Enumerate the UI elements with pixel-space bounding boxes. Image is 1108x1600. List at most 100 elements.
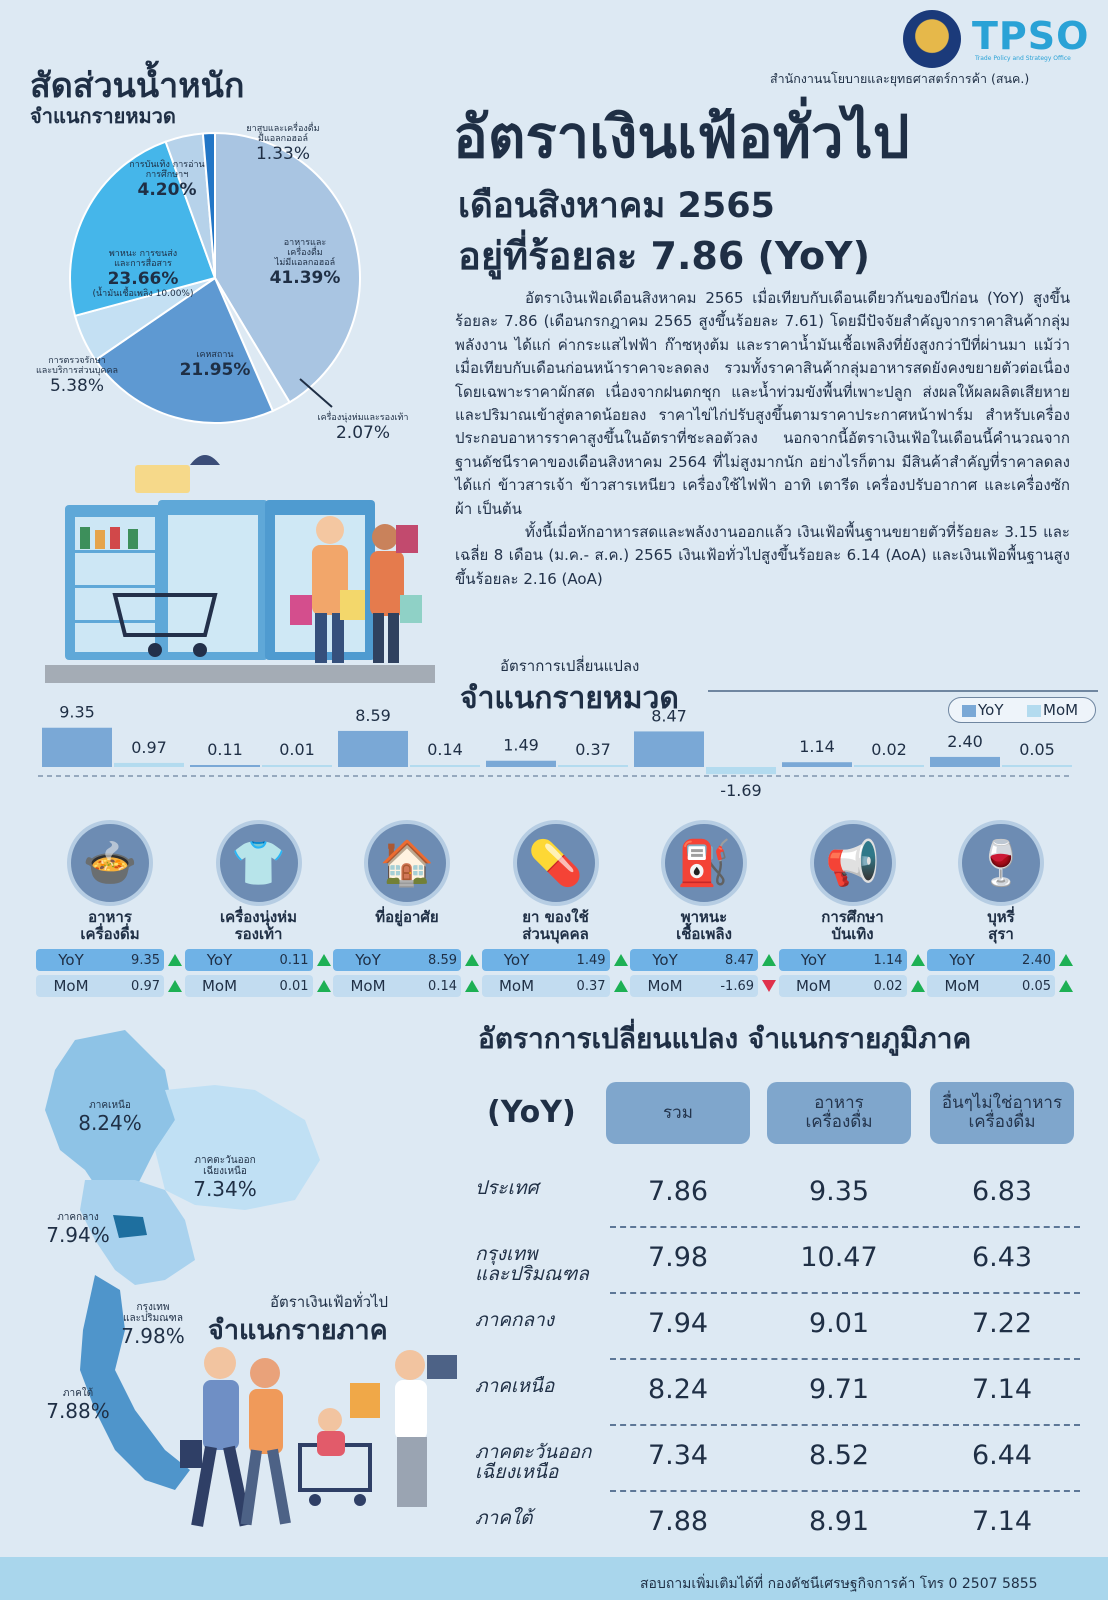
- bar-yoy: [190, 765, 260, 767]
- legend-yoy-swatch: [962, 705, 976, 717]
- row-divider: [610, 1490, 1080, 1492]
- category-label: อาหาร เครื่องดื่ม: [80, 908, 140, 943]
- up-arrow-icon: [168, 954, 182, 966]
- up-arrow-icon: [1059, 954, 1073, 966]
- category-icon: 🍲: [67, 820, 153, 906]
- cell-food: 10.47: [800, 1242, 878, 1273]
- bar-yoy-label: 8.47: [651, 706, 687, 725]
- bar-legend: YoY MoM: [948, 697, 1096, 723]
- bar-mom-label: 0.02: [871, 740, 907, 759]
- up-arrow-icon: [316, 980, 331, 992]
- table-row: ภาคใต้ 7.88 8.91 7.14: [460, 1492, 1080, 1558]
- bar-mom: [706, 767, 776, 775]
- cell-total: 7.34: [647, 1440, 709, 1471]
- category-change-bar-chart: 9.35 0.97 0.11 0.01 8.59 0.14 1.49 0.37 8.47 -1.6…: [38, 703, 1072, 800]
- up-arrow-icon: [613, 980, 628, 992]
- bar-yoy: [634, 731, 704, 767]
- bar-mom-label: 0.97: [131, 738, 167, 757]
- up-arrow-icon: [465, 980, 479, 992]
- bar-title-divider: [708, 690, 1098, 692]
- pie-label-housing: เคหสถาน 21.95%: [179, 350, 251, 380]
- pie-label-health: การตรวจรักษา และบริการส่วนบุคคล 5.38%: [35, 356, 118, 396]
- region-name: ภาคกลาง: [475, 1309, 554, 1331]
- yoy-pill: YoY 0.11: [184, 949, 333, 971]
- bar-chart-title: จำแนกรายหมวด: [460, 681, 679, 716]
- pie-slice: [94, 276, 275, 424]
- bar-yoy-label: 1.14: [799, 737, 835, 756]
- region-name: ภาคเหนือ: [475, 1375, 555, 1397]
- summary-paragraph-2: ทั้งนี้เมื่อหักอาหารสดและพลังงานออกแล้ว …: [455, 523, 1070, 588]
- cell-nonfood: 7.22: [971, 1308, 1033, 1339]
- tpso-logo: TPSO: [972, 14, 1090, 58]
- category-label: การศึกษา บันเทิง: [821, 908, 884, 943]
- map-region-north: [45, 1030, 175, 1200]
- pie-slice: [201, 131, 216, 279]
- bar-yoy: [486, 760, 556, 767]
- up-arrow-icon: [910, 954, 925, 966]
- category-icon: 👕: [215, 820, 302, 906]
- pie-label-tobacco: ยาสูบและเครื่องดื่ม มีแอลกอฮอล์ 1.33%: [246, 124, 320, 164]
- bar-yoy-label: 9.35: [59, 703, 95, 722]
- category-card: ⛽ พาหนะ เชื้อเพลิง YoY 8.47 MoM -1.69: [630, 820, 778, 997]
- cell-nonfood: 6.44: [971, 1440, 1033, 1471]
- bar-mom: [410, 765, 480, 767]
- category-icon: ⛽: [661, 820, 747, 906]
- cell-total: 7.98: [647, 1242, 709, 1273]
- agency-name: สำนักงานนโยบายและยุทธศาสตร์การค้า (สนค.): [770, 71, 1030, 86]
- bar-yoy-label: 0.11: [207, 740, 243, 759]
- category-icon: 🍷: [958, 820, 1044, 906]
- category-card: 🏠 ที่อยู่อาศัย YoY 8.59 MoM 0.14: [333, 820, 481, 997]
- bar-yoy: [782, 762, 852, 767]
- footer-bar: [0, 1557, 1108, 1600]
- mom-pill: MoM 0.02: [778, 975, 927, 997]
- region-name: ประเทศ: [475, 1177, 539, 1199]
- pie-subtitle: จำแนกรายหมวด: [30, 104, 176, 128]
- map-region-northeast: [155, 1085, 320, 1210]
- up-arrow-icon: [613, 954, 628, 966]
- legend-mom-label: MoM: [1043, 701, 1079, 719]
- col-header-nonfood: อื่นๆไม่ใช่อาหาร เครื่องดื่ม: [930, 1082, 1074, 1144]
- legend-yoy-label: YoY: [978, 701, 1004, 719]
- bar-yoy-label: 1.49: [503, 736, 539, 755]
- moc-seal-logo: [903, 10, 961, 68]
- bar-mom-label: 0.05: [1019, 740, 1055, 759]
- summary-text: อัตราเงินเฟ้อเดือนสิงหาคม 2565 เมื่อเทีย…: [455, 287, 1070, 591]
- cell-food: 9.01: [808, 1308, 870, 1339]
- row-divider: [610, 1292, 1080, 1294]
- bar-mom: [1002, 765, 1072, 767]
- cell-nonfood: 6.43: [971, 1242, 1033, 1273]
- col-header-total: รวม: [606, 1082, 750, 1144]
- pie-title: สัดส่วนน้ำหนัก: [30, 66, 245, 106]
- map-region-south: [80, 1275, 190, 1490]
- category-card: 💊 ยา ของใช้ ส่วนบุคคล YoY 1.49 MoM 0.37: [481, 820, 630, 997]
- yoy-pill: YoY 8.47: [630, 949, 778, 971]
- up-arrow-icon: [762, 954, 776, 966]
- yoy-pill: YoY 2.40: [927, 949, 1075, 971]
- map-title-line2: จำแนกรายภาค: [208, 1315, 388, 1346]
- title-rate: อยู่ที่ร้อยละ 7.86 (YoY): [458, 234, 870, 278]
- mom-pill: MoM 0.14: [333, 975, 481, 997]
- up-arrow-icon: [1059, 980, 1073, 992]
- table-row: ประเทศ 7.86 9.35 6.83: [460, 1162, 1080, 1228]
- table-row: ภาคเหนือ 8.24 9.71 7.14: [460, 1360, 1080, 1426]
- weight-pie-chart: [69, 131, 361, 424]
- pie-label-entertainment: การบันเทิง การอ่าน การศึกษาฯ 4.20%: [129, 160, 205, 200]
- up-arrow-icon: [168, 980, 182, 992]
- bar-yoy-label: 8.59: [355, 706, 391, 725]
- cell-total: 8.24: [647, 1374, 709, 1405]
- thailand-region-map: [45, 1030, 320, 1490]
- regional-title: อัตราการเปลี่ยนแปลง จำแนกรายภูมิภาค: [478, 1022, 972, 1055]
- category-icon: 💊: [512, 820, 599, 906]
- regional-table: ประเทศ 7.86 9.35 6.83 กรุงเทพ และปริมณฑล 7.98 1…: [460, 1162, 1080, 1558]
- map-title-line1: อัตราเงินเฟ้อทั่วไป: [270, 1293, 389, 1311]
- region-name: กรุงเทพ และปริมณฑล: [475, 1243, 589, 1285]
- row-divider: [610, 1358, 1080, 1360]
- map-label-bangkok: กรุงเทพ และปริมณฑล 7.98%: [121, 1302, 185, 1348]
- bar-mom-label: -1.69: [720, 781, 761, 800]
- cell-food: 9.35: [808, 1176, 870, 1207]
- bar-yoy: [42, 727, 112, 767]
- map-label-northeast: ภาคตะวันออก เฉียงเหนือ 7.34%: [193, 1155, 257, 1201]
- mom-pill: MoM -1.69: [630, 975, 778, 997]
- category-label: บุหรี่ สุรา: [987, 908, 1015, 943]
- up-arrow-icon: [910, 980, 925, 992]
